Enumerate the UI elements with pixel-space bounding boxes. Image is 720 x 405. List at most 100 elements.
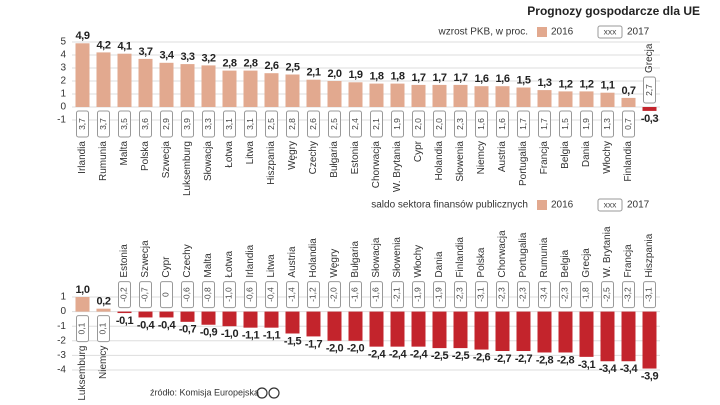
value-box: [223, 110, 236, 138]
value-label: -0,9: [200, 327, 218, 339]
bar: [516, 311, 531, 352]
value-box: [286, 110, 299, 138]
y-tick-label: 2: [60, 76, 66, 87]
box-label: -0,8: [203, 287, 213, 302]
bar: [390, 83, 405, 107]
box-label: 1,9: [392, 118, 402, 130]
box-label: 2,1: [371, 118, 381, 130]
legend-label: 2017: [627, 200, 650, 211]
value-label: -2,7: [515, 353, 533, 365]
y-tick-label: 1: [60, 292, 66, 303]
value-box: [412, 110, 425, 138]
category-label: W. Brytania: [392, 141, 403, 193]
bar: [600, 92, 615, 107]
legend-sample: xxx: [604, 26, 618, 36]
value-label: 3,4: [159, 50, 174, 62]
category-label: Polska: [140, 141, 151, 171]
category-label: Bułgaria: [350, 240, 361, 277]
page-title: Prognozy gospodarcze dla UE: [527, 4, 700, 18]
box-label: -3,4: [539, 287, 549, 302]
bar: [327, 311, 342, 341]
category-label: Szwecja: [140, 240, 151, 278]
category-label: Holandia: [434, 141, 445, 181]
y-tick-label: 0: [60, 102, 66, 113]
category-label: Hiszpania: [266, 141, 277, 185]
category-label: Grecja: [581, 248, 592, 278]
bar: [411, 84, 426, 107]
box-label: 1,7: [539, 118, 549, 130]
box-label: -2,3: [455, 287, 465, 302]
bar: [537, 311, 552, 353]
box-label: 1,3: [602, 118, 612, 130]
bar: [285, 74, 300, 107]
bar: [327, 81, 342, 107]
box-label: -2,3: [518, 287, 528, 302]
bar: [264, 73, 279, 107]
bar: [180, 64, 195, 107]
value-label: 1,7: [432, 72, 446, 84]
bar: [495, 311, 510, 352]
bar: [75, 43, 90, 107]
bar: [306, 79, 321, 107]
bar: [348, 311, 363, 341]
source: źródło: Komisja Europejska: [150, 387, 259, 397]
legend-box: [597, 198, 623, 212]
box-label: 3,7: [77, 118, 87, 130]
category-label: Estonia: [119, 244, 130, 278]
box-label: -0,6: [245, 287, 255, 302]
value-box: [370, 110, 383, 138]
value-box: [76, 110, 89, 138]
category-label: Bułgaria: [329, 141, 340, 178]
bar: [138, 58, 153, 107]
bar: [96, 308, 111, 312]
category-label: Niemcy: [476, 141, 487, 174]
box-label: -2,0: [329, 287, 339, 302]
value-box: [139, 110, 152, 138]
value-label: -3,1: [578, 359, 596, 371]
value-box: [118, 281, 131, 309]
value-label: 1,2: [558, 78, 572, 90]
value-label: -2,4: [410, 349, 429, 361]
value-label: -2,6: [473, 351, 491, 363]
value-box: [370, 281, 383, 309]
category-label: Finlandia: [455, 237, 466, 278]
value-box: [223, 281, 236, 309]
bar: [285, 311, 300, 334]
value-box: [139, 281, 152, 309]
bar: [159, 62, 174, 107]
box-label: -2,1: [392, 287, 402, 302]
box-label: -0,7: [140, 287, 150, 302]
box-label: -1,6: [371, 287, 381, 302]
bar: [432, 84, 447, 107]
bar: [642, 107, 657, 111]
bar: [264, 311, 279, 328]
category-label: Rumunia: [539, 237, 550, 277]
box-label: -3,2: [623, 287, 633, 302]
value-label: 1,7: [411, 72, 425, 84]
bar: [495, 86, 510, 107]
legend-box: [597, 25, 623, 39]
value-box: [181, 110, 194, 138]
box-label: 2,7: [644, 84, 654, 96]
value-box: [349, 110, 362, 138]
category-label: Rumunia: [98, 141, 109, 181]
value-label: 1,3: [537, 77, 551, 89]
value-box: [76, 315, 89, 343]
y-tick-label: 3: [60, 63, 66, 74]
box-label: -1,8: [581, 287, 591, 302]
value-label: 1,1: [600, 80, 614, 92]
value-label: -1,1: [263, 330, 281, 342]
value-label: 2,6: [264, 60, 278, 72]
bar: [222, 70, 237, 107]
box-label: 2,3: [455, 118, 465, 130]
value-label: 1,6: [495, 73, 509, 85]
value-label: -2,8: [536, 354, 554, 366]
bar: [348, 82, 363, 107]
legend-label: 2017: [627, 27, 650, 38]
box-label: -1,4: [287, 287, 297, 302]
value-box: [349, 281, 362, 309]
value-label: -0,4: [137, 319, 156, 331]
category-label: Szwecja: [161, 141, 172, 179]
value-box: [202, 110, 215, 138]
category-label: Belgia: [560, 141, 571, 169]
